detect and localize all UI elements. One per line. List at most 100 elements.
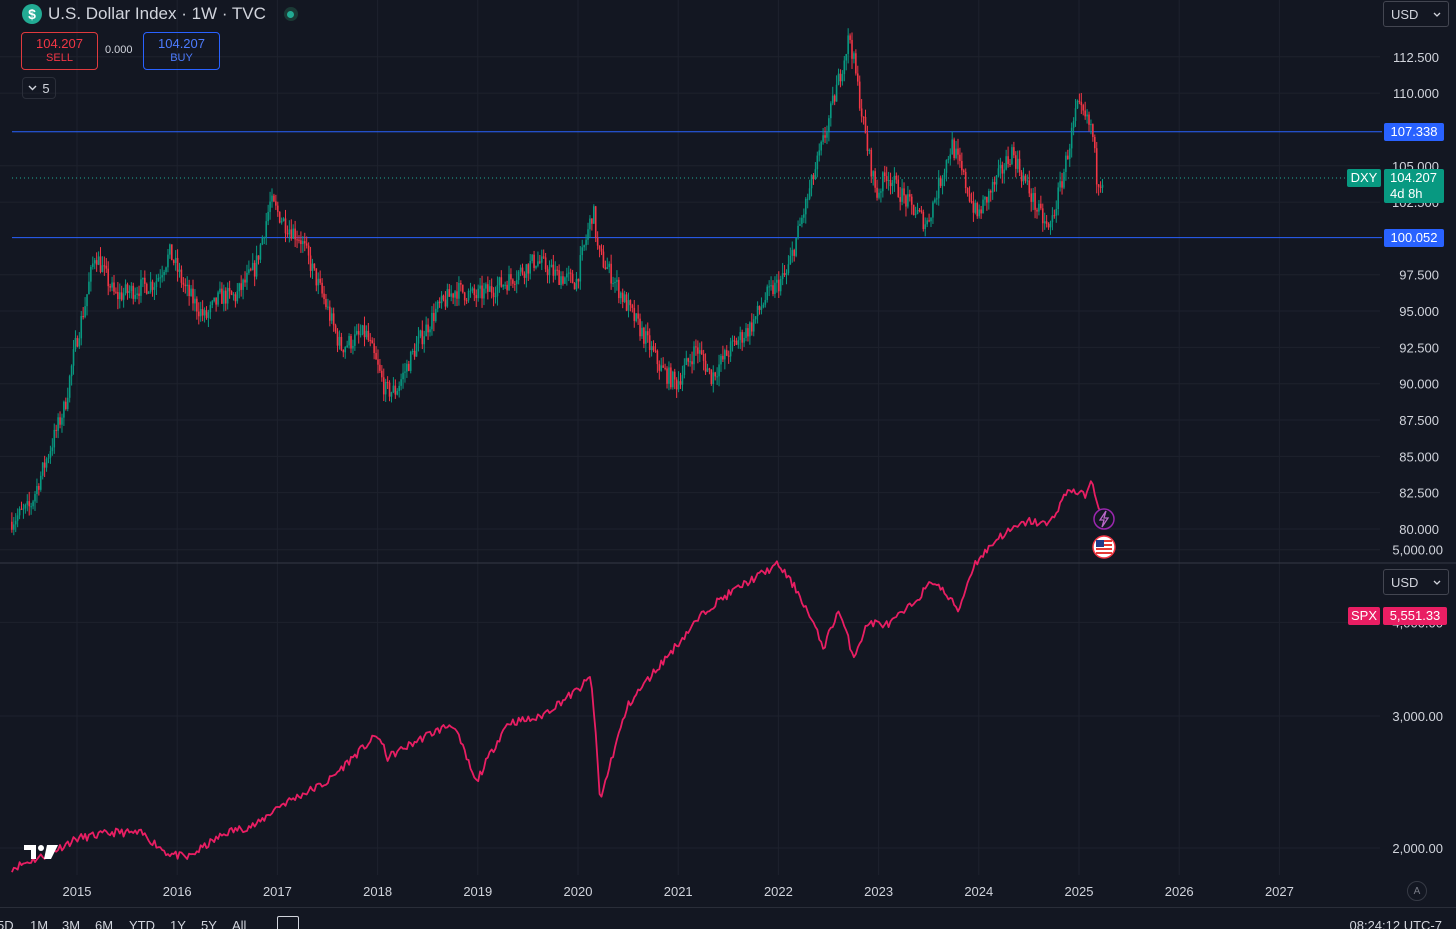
auto-scale-button[interactable]: A — [1407, 881, 1427, 901]
candle-body — [824, 135, 826, 138]
candle-body — [113, 282, 115, 292]
candle-body — [542, 256, 545, 258]
candle-body — [673, 371, 676, 380]
candle-body — [793, 250, 796, 256]
candle-body — [845, 53, 848, 61]
candle-body — [20, 508, 23, 510]
candle-body — [731, 340, 734, 342]
candle-body — [768, 286, 770, 288]
candle-body — [469, 290, 472, 292]
candle-body — [500, 277, 503, 287]
candle-body — [513, 283, 516, 285]
candle-body — [618, 279, 620, 299]
candle-body — [473, 288, 476, 296]
candle-body — [914, 213, 917, 215]
candle-body — [907, 194, 909, 207]
candle-body — [246, 272, 248, 283]
candle-body — [406, 363, 408, 372]
candle-body — [41, 462, 44, 476]
range-button-1m[interactable]: 1M — [30, 918, 49, 929]
candle-body — [564, 277, 566, 284]
candle-body — [300, 240, 302, 245]
candle-body — [1082, 105, 1085, 111]
candle-body — [843, 60, 846, 75]
candle-body — [774, 282, 776, 295]
range-button-5d[interactable]: 5D — [0, 918, 14, 929]
candle-body — [321, 282, 323, 294]
candle-body — [45, 458, 48, 468]
currency-select-top[interactable]: USD — [1383, 1, 1449, 27]
candle-body — [976, 203, 979, 217]
candle-body — [288, 229, 291, 235]
hline-label-lower[interactable]: 100.052 — [1384, 229, 1444, 247]
candle-body — [95, 260, 98, 265]
candle-body — [668, 367, 670, 384]
candle-body — [176, 257, 179, 272]
candle-body — [305, 243, 308, 246]
us-flag-event-icon[interactable] — [1092, 535, 1116, 559]
clock-timezone[interactable]: 08:24:12 UTC-7 — [1349, 918, 1443, 929]
buy-button[interactable]: 104.207 BUY — [143, 32, 220, 70]
candle-body — [51, 447, 54, 452]
indicators-collapse-button[interactable]: 5 — [22, 77, 56, 99]
candle-body — [359, 334, 362, 336]
lightning-event-icon[interactable] — [1093, 508, 1115, 530]
candle-body — [937, 177, 940, 199]
candle-body — [488, 286, 491, 292]
candle-body — [130, 285, 133, 291]
candle-body — [718, 364, 720, 377]
range-button-1y[interactable]: 1Y — [170, 918, 186, 929]
candle-body — [978, 209, 980, 217]
candle-body — [325, 299, 327, 308]
candle-body — [523, 273, 526, 278]
candle-body — [1059, 181, 1061, 188]
candle-body — [920, 210, 923, 213]
candle-body — [1086, 114, 1088, 117]
range-button-all[interactable]: All — [232, 918, 247, 929]
candle-body — [1090, 124, 1092, 126]
candle-body — [269, 201, 271, 212]
candle-body — [329, 306, 331, 321]
candle-body — [885, 176, 888, 181]
candle-body — [581, 247, 584, 256]
candle-body — [880, 191, 882, 193]
candle-body — [762, 304, 765, 308]
candle-body — [429, 329, 431, 333]
symbol-title[interactable]: U.S. Dollar Index · 1W · TVC — [48, 4, 266, 23]
candle-body — [278, 211, 281, 223]
candle-body — [452, 293, 454, 298]
calendar-icon[interactable] — [277, 916, 299, 929]
hline-label-upper[interactable]: 107.338 — [1384, 123, 1444, 141]
tradingview-logo[interactable] — [24, 845, 58, 859]
candle-body — [409, 351, 412, 371]
range-button-ytd[interactable]: YTD — [129, 918, 155, 929]
candle-body — [883, 172, 886, 177]
range-button-5y[interactable]: 5Y — [201, 918, 217, 929]
currency-select-bottom[interactable]: USD — [1383, 569, 1449, 595]
candle-body — [97, 256, 100, 265]
candle-body — [693, 346, 695, 365]
candle-body — [70, 365, 73, 377]
dxy-axis-tick-label: 87.500 — [1399, 413, 1439, 428]
candle-body — [151, 281, 154, 290]
range-button-3m[interactable]: 3M — [62, 918, 81, 929]
candle-body — [396, 391, 399, 395]
candle-body — [265, 221, 268, 238]
market-open-status-icon[interactable] — [283, 7, 298, 21]
range-button-6m[interactable]: 6M — [95, 918, 114, 929]
bar-countdown: 4d 8h — [1390, 186, 1423, 201]
candle-body — [485, 284, 487, 289]
candle-body — [1041, 208, 1044, 224]
candle-body — [400, 379, 402, 386]
candle-body — [390, 392, 393, 397]
candle-body — [683, 365, 686, 375]
sell-button[interactable]: 104.207 SELL — [21, 32, 98, 70]
year-tick-label: 2022 — [764, 884, 793, 899]
candle-body — [280, 221, 283, 223]
candle-body — [619, 292, 622, 299]
candle-body — [487, 284, 489, 292]
candle-body — [708, 368, 711, 370]
candle-body — [562, 276, 564, 284]
candle-body — [889, 180, 892, 187]
